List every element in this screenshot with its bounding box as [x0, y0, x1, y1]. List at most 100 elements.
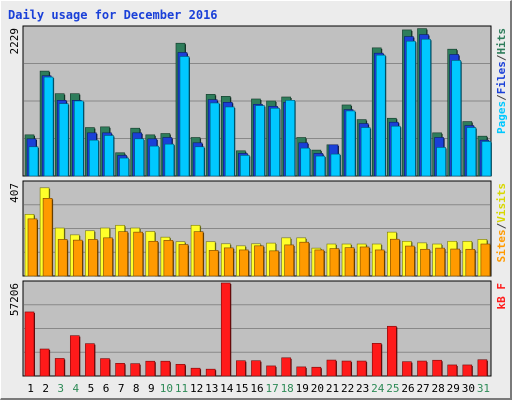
- bar-kb-f: [115, 363, 125, 377]
- x-tick-label: 6: [103, 382, 110, 395]
- legend-entry: /: [495, 94, 508, 101]
- legend-entry: kB: [495, 296, 508, 310]
- bar-sites: [450, 248, 461, 277]
- x-tick-label: 8: [133, 382, 140, 395]
- bar-pages: [28, 146, 39, 177]
- bar-pages: [209, 102, 220, 177]
- x-tick-label: 10: [160, 382, 173, 395]
- panel-kbytes: 57206 kB F: [8, 280, 508, 377]
- bar-sites: [359, 246, 370, 277]
- bar-sites: [103, 237, 113, 277]
- legend-entry: Files: [495, 61, 508, 94]
- bar-pages: [240, 155, 250, 177]
- legend-entry: Pages: [495, 101, 508, 134]
- bar-pages: [104, 135, 114, 177]
- bar-pages: [285, 100, 295, 177]
- x-tick-label: 16: [250, 382, 263, 395]
- x-tick-label: 3: [57, 382, 64, 395]
- bar-pages: [375, 54, 386, 177]
- bar-pages: [391, 125, 401, 177]
- bar-pages: [134, 138, 144, 177]
- bar-sites: [193, 231, 204, 277]
- bar-sites: [435, 247, 445, 277]
- y-max-label: 2229: [8, 28, 21, 55]
- y-max-label: 57206: [8, 283, 21, 316]
- x-tick-label: 20: [311, 382, 324, 395]
- bar-pages: [43, 76, 54, 177]
- bar-kb-f: [371, 343, 382, 377]
- x-tick-label: 15: [235, 382, 248, 395]
- legend-entry: /: [495, 54, 508, 61]
- bar-sites: [118, 231, 128, 277]
- bar-pages: [451, 60, 462, 177]
- bar-pages: [436, 147, 446, 177]
- bar-sites: [254, 245, 264, 277]
- bar-sites: [405, 245, 415, 277]
- bar-pages: [58, 103, 69, 177]
- legend-entry: Visits: [495, 183, 508, 223]
- bar-pages: [406, 40, 416, 177]
- bar-kb-f: [296, 366, 307, 377]
- bar-pages: [255, 105, 265, 177]
- legend: Pages/Files/Hits: [495, 28, 508, 134]
- bar-sites: [148, 240, 159, 277]
- bar-kb-f: [205, 368, 216, 377]
- x-tick-label: 18: [281, 382, 294, 395]
- x-tick-label: 23: [356, 382, 369, 395]
- bar-kb-f: [236, 360, 246, 377]
- bar-sites: [239, 249, 249, 277]
- x-tick-label: 7: [118, 382, 125, 395]
- bar-kb-f: [54, 358, 65, 377]
- bar-kb-f: [39, 348, 50, 377]
- x-tick-label: 2: [42, 382, 49, 395]
- x-tick-label: 19: [296, 382, 309, 395]
- bar-pages: [481, 141, 492, 177]
- bar-sites: [42, 198, 53, 277]
- bar-kb-f: [341, 360, 352, 377]
- bar-sites: [269, 250, 279, 277]
- bar-kb-f: [402, 361, 412, 377]
- bar-pages: [89, 139, 99, 177]
- y-max-label: 407: [8, 183, 21, 203]
- bar-pages: [119, 157, 129, 177]
- x-tick-label: 1: [27, 382, 34, 395]
- bar-sites: [480, 243, 491, 277]
- bar-kb-f: [266, 365, 276, 377]
- bar-sites: [163, 240, 174, 277]
- bar-kb-f: [311, 366, 322, 377]
- bar-pages: [179, 56, 190, 177]
- x-tick-label: 4: [73, 382, 80, 395]
- bar-kb-f: [160, 360, 171, 377]
- bar-kb-f: [24, 311, 35, 377]
- bar-pages: [194, 146, 205, 177]
- legend-entry: Hits: [495, 28, 508, 55]
- bar-kb-f: [251, 360, 261, 377]
- x-tick-label: 29: [447, 382, 460, 395]
- x-tick-label: 9: [148, 382, 155, 395]
- bar-kb-f: [130, 363, 140, 377]
- panel-visits-sites: 407 Sites/Visits: [8, 180, 508, 277]
- bar-pages: [73, 100, 84, 177]
- bar-sites: [329, 248, 340, 277]
- bar-sites: [299, 241, 310, 277]
- bar-pages: [270, 107, 280, 177]
- legend: kB F: [495, 283, 508, 310]
- bar-kb-f: [175, 363, 186, 377]
- bar-sites: [465, 248, 476, 277]
- bar-kb-f: [100, 358, 110, 377]
- x-tick-label: 28: [432, 382, 445, 395]
- x-tick-label: 27: [416, 382, 429, 395]
- bar-sites: [133, 231, 143, 277]
- bar-pages: [360, 127, 371, 177]
- x-tick-label: 13: [205, 382, 218, 395]
- bar-pages: [345, 110, 356, 177]
- bar-sites: [72, 239, 83, 277]
- bar-kb-f: [220, 282, 231, 377]
- x-tick-label: 26: [401, 382, 414, 395]
- x-tick-label: 25: [386, 382, 399, 395]
- bar-sites: [57, 239, 68, 277]
- chart-title: Daily usage for December 2016: [8, 8, 218, 22]
- bar-pages: [330, 153, 341, 177]
